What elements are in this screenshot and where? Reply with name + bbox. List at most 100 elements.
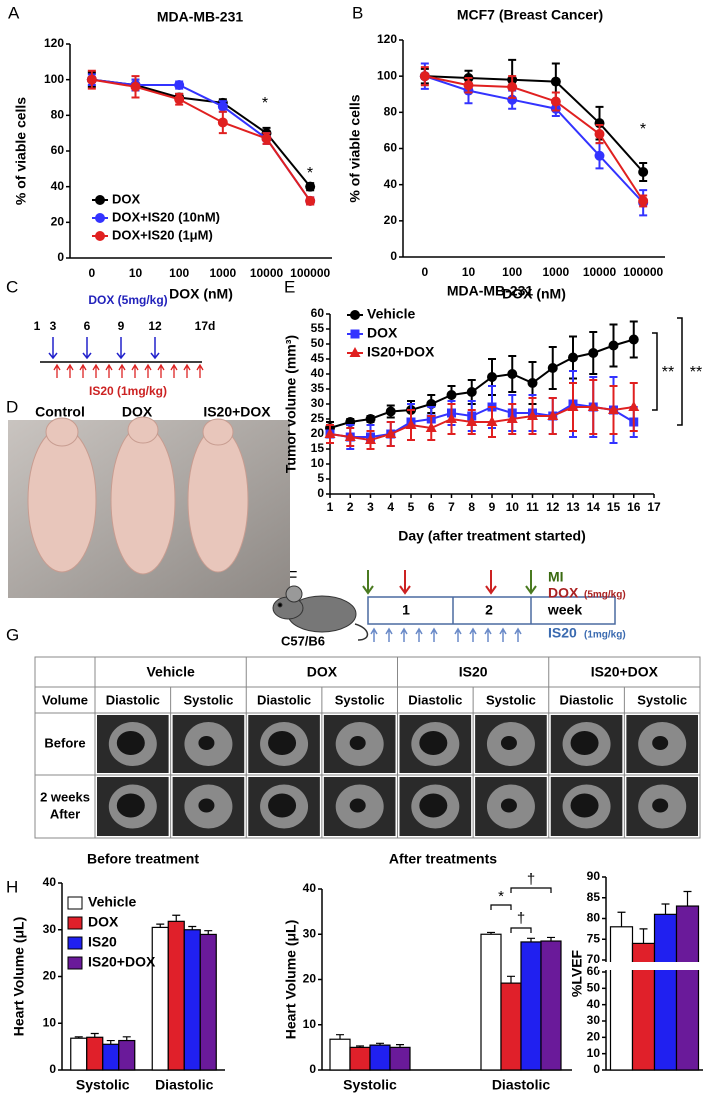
chart-title: Before treatment xyxy=(87,851,199,867)
row-header: 2 weeks xyxy=(40,789,90,804)
photo-label: DOX xyxy=(122,404,153,420)
marker xyxy=(486,416,498,426)
x-tick-label: 16 xyxy=(627,500,641,514)
x-tick-label: 10 xyxy=(506,500,520,514)
error-bar xyxy=(336,1034,344,1040)
annotation: ** xyxy=(690,364,702,381)
annotation: † xyxy=(517,910,525,927)
sub-header: Volume xyxy=(42,692,88,707)
sub-header: Diastolic xyxy=(106,692,160,707)
arrow xyxy=(469,627,477,642)
legend-swatch xyxy=(67,936,83,950)
marker xyxy=(550,76,561,87)
annotation: † xyxy=(527,871,535,888)
photo-label: IS20+DOX xyxy=(203,404,271,420)
y-tick-label: 0 xyxy=(593,1062,600,1076)
mi-arrows xyxy=(362,570,537,595)
legend-marker xyxy=(350,310,360,320)
x-tick-label: Systolic xyxy=(76,1077,130,1093)
annotation: * xyxy=(262,95,268,112)
panel-label: A xyxy=(8,3,20,22)
mri-ventricle xyxy=(268,731,297,755)
y-tick-label: 50 xyxy=(311,336,325,350)
y-tick-label: 10 xyxy=(587,1046,601,1060)
y-tick-label: 90 xyxy=(587,869,601,883)
bar xyxy=(389,1046,411,1071)
error-bar xyxy=(188,925,197,930)
timeline-box xyxy=(367,596,616,625)
mri-ventricle xyxy=(349,798,366,813)
bar xyxy=(167,920,185,1071)
arrow xyxy=(454,627,462,642)
x-tick-label: 10000 xyxy=(583,265,617,279)
chart-title: MCF7 (Breast Cancer) xyxy=(457,7,603,23)
mri-ventricle xyxy=(652,798,669,813)
bar xyxy=(653,913,678,1071)
x-axis-label: DOX (nM) xyxy=(169,286,233,302)
is20-arrows xyxy=(53,363,204,378)
arrow xyxy=(514,627,522,642)
mri-ventricle xyxy=(198,736,215,750)
marker xyxy=(608,340,619,351)
y-tick-label: 30 xyxy=(587,1013,601,1027)
panel-label: B xyxy=(352,3,363,22)
week-label: 1 xyxy=(402,602,410,618)
marker xyxy=(217,101,228,112)
error-bar xyxy=(617,911,626,927)
arrow xyxy=(183,363,191,378)
marker xyxy=(588,348,599,358)
x-tick-label: 11 xyxy=(526,500,539,514)
arrow xyxy=(370,627,378,642)
mri-ventricle xyxy=(116,793,145,818)
y-axis-label: % of viable cells xyxy=(13,97,29,205)
error-bar xyxy=(683,890,692,907)
series-line xyxy=(91,78,311,202)
dox-arrows xyxy=(48,337,160,360)
photo-d: Control DOX IS20+DOX xyxy=(8,404,290,598)
x-tick-label: 9 xyxy=(489,500,496,514)
bar xyxy=(183,929,201,1071)
marker xyxy=(174,94,185,105)
x-tick-label: 10 xyxy=(462,265,476,279)
x-tick-label: 13 xyxy=(566,500,580,514)
marker xyxy=(466,416,478,426)
legend-label: Vehicle xyxy=(88,894,136,910)
marker xyxy=(405,419,417,429)
x-tick-label: 2 xyxy=(347,500,354,514)
y-tick-label: 80 xyxy=(384,105,398,119)
x-tick-label: Diastolic xyxy=(492,1077,551,1093)
error-bar xyxy=(547,936,555,942)
y-axis-label: % of viable cells xyxy=(347,94,363,202)
y-tick-label: 0 xyxy=(57,250,64,264)
chart-title: After treatments xyxy=(389,851,497,867)
annotation: * xyxy=(498,888,504,905)
legend-label: Vehicle xyxy=(367,306,415,322)
y-tick-label: 20 xyxy=(311,426,325,440)
dox-label: DOX (5mg/kg) xyxy=(88,293,167,307)
marker xyxy=(86,74,97,85)
error-bar xyxy=(204,930,213,935)
mice xyxy=(27,416,249,575)
error-bar xyxy=(106,1039,115,1045)
bar xyxy=(199,933,217,1071)
marker xyxy=(305,195,316,206)
y-tick-label: 20 xyxy=(51,215,65,229)
arrow xyxy=(385,627,393,642)
annotation: * xyxy=(307,165,313,182)
marker xyxy=(385,406,396,417)
mri-ventricle xyxy=(570,731,599,755)
y-tick-label: 60 xyxy=(51,143,65,157)
marker xyxy=(324,428,336,438)
y-tick-label: 40 xyxy=(311,366,325,380)
panel-label: G xyxy=(6,625,19,644)
x-tick-label: 3 xyxy=(367,500,374,514)
marker xyxy=(419,71,430,82)
bracket xyxy=(490,904,512,910)
is20-arrows xyxy=(370,627,522,642)
bar xyxy=(118,1039,136,1071)
day-label: 1 xyxy=(34,319,41,333)
y-tick-label: 40 xyxy=(43,875,57,889)
x-tick-label: 1000 xyxy=(542,265,569,279)
y-tick-label: 85 xyxy=(587,890,601,904)
